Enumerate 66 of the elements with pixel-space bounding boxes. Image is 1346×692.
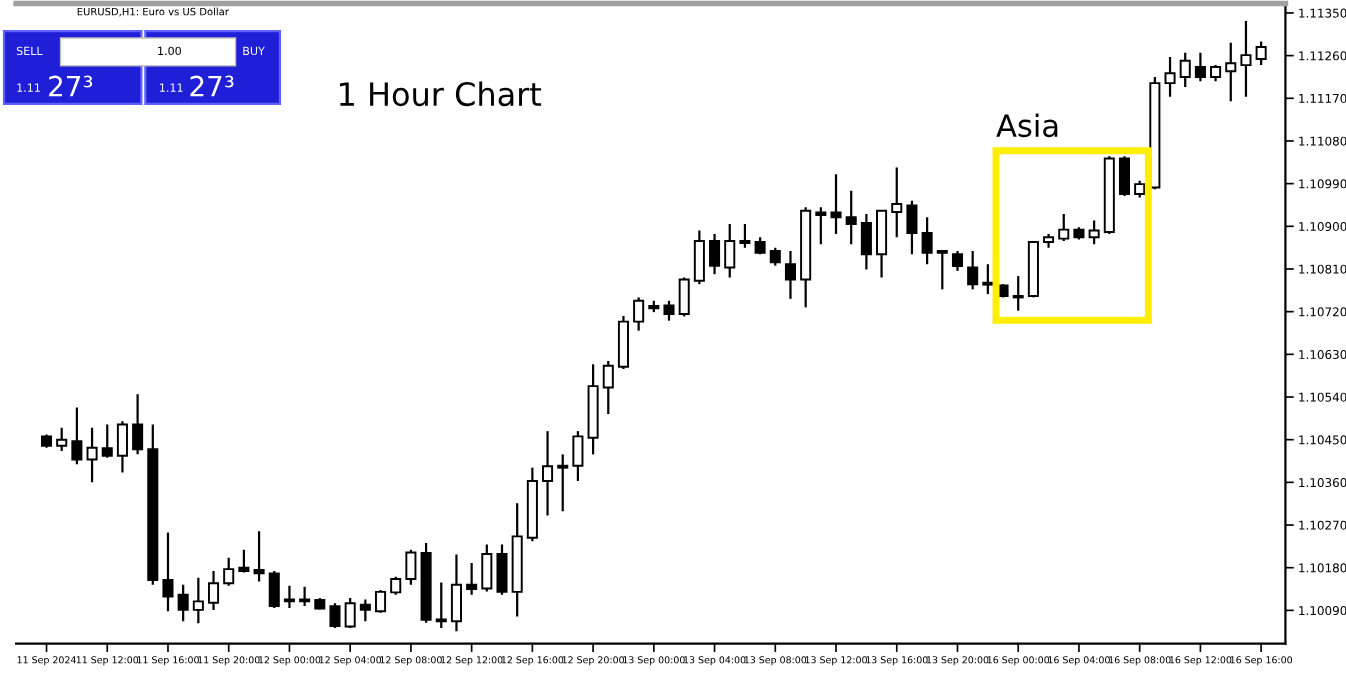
candlestick (177, 583, 189, 623)
candlestick (906, 199, 918, 256)
candlestick (1088, 219, 1100, 246)
candlestick (967, 249, 979, 291)
candlestick (936, 249, 948, 291)
candlestick (860, 212, 872, 271)
candlestick (572, 430, 584, 483)
candlestick (1240, 19, 1252, 98)
candlestick (450, 553, 462, 633)
candlestick (208, 569, 220, 612)
candlestick (557, 453, 569, 513)
candlestick (739, 222, 751, 249)
candlestick (496, 543, 508, 596)
candlestick (1255, 40, 1267, 67)
candlestick (390, 575, 402, 596)
candlestick (617, 314, 629, 371)
candlestick (982, 263, 994, 296)
candlestick (921, 216, 933, 266)
candlestick (283, 584, 295, 610)
candlestick (56, 426, 68, 453)
annotation: Asia (996, 113, 1058, 138)
candlestick (769, 246, 781, 267)
candlestick (633, 296, 645, 332)
candlestick (602, 359, 614, 416)
candlestick (132, 393, 144, 456)
candlestick (344, 596, 356, 630)
candlestick (815, 206, 827, 246)
candlestick (299, 585, 311, 608)
candlestick (724, 222, 736, 279)
candlestick (1194, 51, 1206, 83)
candlestick (71, 406, 83, 466)
candlestick (1012, 274, 1024, 312)
candlestick (101, 423, 113, 459)
candlestick (709, 232, 721, 276)
candlestick (253, 530, 265, 583)
candlestick (116, 420, 128, 474)
candlestick (1164, 55, 1176, 98)
text: 1 Hour Chart (340, 81, 542, 107)
candlestick (481, 543, 493, 593)
candlestick (891, 166, 903, 239)
candlestick (359, 598, 371, 623)
candlestick (693, 229, 705, 286)
candlestick (329, 602, 341, 630)
candlestick (192, 576, 204, 625)
annotation: 27³ (190, 75, 234, 97)
candlestick (1179, 51, 1191, 89)
candlestick (268, 569, 280, 610)
candlestick (951, 249, 964, 272)
candlestick (845, 189, 857, 246)
annotation: 27³ (49, 75, 93, 97)
candlestick (678, 276, 690, 318)
candlestick (405, 548, 417, 586)
candlestick (1118, 155, 1131, 198)
candlestick (784, 249, 796, 300)
candlestick (466, 561, 478, 596)
candlestick (876, 209, 888, 279)
candlestick (830, 173, 842, 236)
candlestick (1225, 41, 1237, 103)
candlestick (162, 531, 174, 613)
candlestick (1058, 212, 1070, 243)
candlestick (435, 581, 447, 630)
candlestick (663, 299, 675, 322)
candlestick (542, 430, 554, 517)
candlestick (86, 426, 98, 484)
candlestick (223, 556, 235, 587)
candlestick (375, 588, 387, 614)
